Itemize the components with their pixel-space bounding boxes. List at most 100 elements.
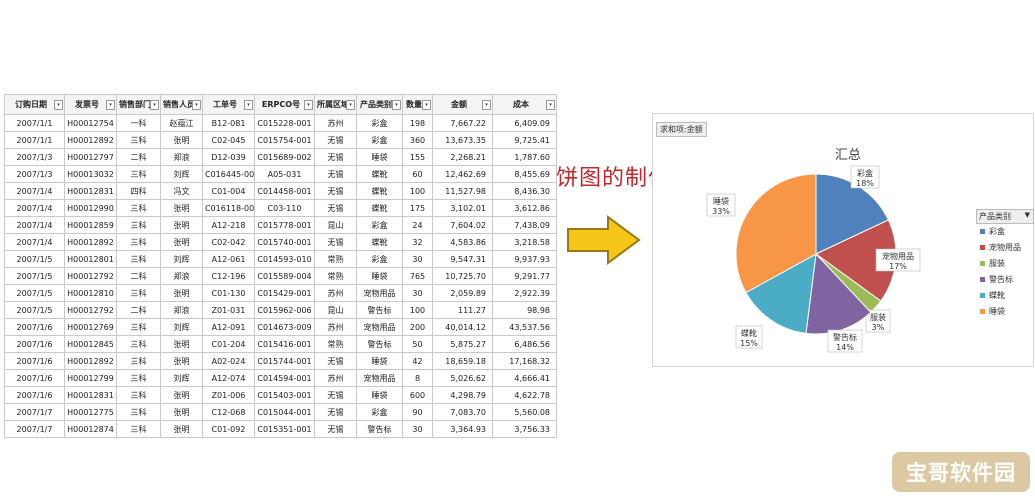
table-cell[interactable]: 三科 (116, 199, 161, 217)
table-cell[interactable]: 一科 (116, 114, 161, 132)
table-cell[interactable]: 二科 (116, 148, 161, 166)
filter-dropdown-icon[interactable]: ▾ (192, 100, 201, 110)
table-cell[interactable]: C014673-009 (254, 318, 315, 336)
table-cell[interactable]: 3,102.01 (432, 199, 493, 217)
table-cell[interactable]: 刘辉 (160, 318, 203, 336)
table-cell[interactable]: 4,583.86 (432, 233, 493, 251)
table-cell[interactable]: 2007/1/4 (4, 199, 65, 217)
table-cell[interactable]: 张明 (160, 335, 203, 353)
table-cell[interactable]: 9,725.41 (492, 131, 557, 149)
table-cell[interactable]: 彩盒 (356, 250, 403, 268)
table-cell[interactable]: 四科 (116, 182, 161, 200)
table-cell[interactable]: 1,787.60 (492, 148, 557, 166)
table-cell[interactable]: C01-204 (202, 335, 255, 353)
table-cell[interactable]: 7,604.02 (432, 216, 493, 234)
table-cell[interactable]: 2007/1/4 (4, 233, 65, 251)
table-cell[interactable]: H00012874 (64, 420, 117, 438)
table-cell[interactable]: 2007/1/5 (4, 250, 65, 268)
table-cell[interactable]: B12-081 (202, 114, 255, 132)
table-cell[interactable]: 警告标 (356, 420, 403, 438)
table-cell[interactable]: 2007/1/4 (4, 216, 65, 234)
table-row[interactable]: 2007/1/7 H00012874 三科 张明 C01-092 C015351-001 无… (4, 420, 557, 438)
table-cell[interactable]: H00012810 (64, 284, 117, 302)
table-cell[interactable]: 30 (402, 250, 433, 268)
table-row[interactable]: 2007/1/6 H00012892 三科 张明 A02-024 C015744-001 无… (4, 352, 557, 370)
table-cell[interactable]: 张明 (160, 233, 203, 251)
table-cell[interactable]: 9,937.93 (492, 250, 557, 268)
table-row[interactable]: 2007/1/5 H00012801 三科 刘辉 A12-061 C014593-010 常… (4, 250, 557, 268)
table-cell[interactable]: 苏州 (314, 284, 357, 302)
table-cell[interactable]: 18,659.18 (432, 352, 493, 370)
table-cell[interactable]: 宠物用品 (356, 284, 403, 302)
table-cell[interactable]: H00012892 (64, 352, 117, 370)
table-cell[interactable]: 张明 (160, 352, 203, 370)
table-row[interactable]: 2007/1/6 H00012769 三科 刘辉 A12-091 C014673-009 苏… (4, 318, 557, 336)
table-cell[interactable]: 40,014.12 (432, 318, 493, 336)
table-cell[interactable]: C02-045 (202, 131, 255, 149)
table-cell[interactable]: 三科 (116, 386, 161, 404)
table-cell[interactable]: 5,875.27 (432, 335, 493, 353)
table-cell[interactable]: 三科 (116, 420, 161, 438)
table-row[interactable]: 2007/1/4 H00012990 三科 张明 C016118-003 C03-110 无… (4, 199, 557, 217)
table-cell[interactable]: H00012754 (64, 114, 117, 132)
table-cell[interactable]: 100 (402, 182, 433, 200)
table-cell[interactable]: H00012797 (64, 148, 117, 166)
table-cell[interactable]: 彩盒 (356, 403, 403, 421)
table-cell[interactable]: 张明 (160, 284, 203, 302)
table-cell[interactable]: 32 (402, 233, 433, 251)
filter-dropdown-icon[interactable]: ▾ (304, 100, 313, 110)
table-cell[interactable]: 5,560.08 (492, 403, 557, 421)
table-cell[interactable]: 赵蕴江 (160, 114, 203, 132)
table-cell[interactable]: C014593-010 (254, 250, 315, 268)
table-cell[interactable]: 8,436.30 (492, 182, 557, 200)
pie-slice[interactable] (735, 173, 817, 294)
table-row[interactable]: 2007/1/4 H00012859 三科 张明 A12-218 C015778-001 昆… (4, 216, 557, 234)
table-cell[interactable]: 2007/1/5 (4, 267, 65, 285)
table-cell[interactable]: 苏州 (314, 369, 357, 387)
table-cell[interactable]: H00012792 (64, 301, 117, 319)
table-cell[interactable]: H00012990 (64, 199, 117, 217)
table-cell[interactable]: 三科 (116, 284, 161, 302)
table-cell[interactable]: 常熟 (314, 250, 357, 268)
column-header[interactable]: 所属区域 ▾ (314, 94, 357, 115)
table-cell[interactable]: 三科 (116, 233, 161, 251)
table-cell[interactable]: 50 (402, 335, 433, 353)
table-cell[interactable]: 4,622.78 (492, 386, 557, 404)
table-cell[interactable]: C016445-004 (202, 165, 255, 183)
table-cell[interactable]: 98.98 (492, 301, 557, 319)
table-cell[interactable]: C015351-001 (254, 420, 315, 438)
table-cell[interactable]: 10,725.70 (432, 267, 493, 285)
table-cell[interactable]: C015740-001 (254, 233, 315, 251)
table-cell[interactable]: A05-031 (254, 165, 315, 183)
table-cell[interactable]: 11,527.98 (432, 182, 493, 200)
table-cell[interactable]: 2007/1/3 (4, 165, 65, 183)
table-cell[interactable]: 彩盒 (356, 131, 403, 149)
table-cell[interactable]: 三科 (116, 369, 161, 387)
table-cell[interactable]: 7,667.22 (432, 114, 493, 132)
table-cell[interactable]: 42 (402, 352, 433, 370)
table-cell[interactable]: 警告标 (356, 335, 403, 353)
table-row[interactable]: 2007/1/5 H00012810 三科 张明 C01-130 C015429-001 苏… (4, 284, 557, 302)
table-cell[interactable]: 7,438.09 (492, 216, 557, 234)
filter-dropdown-icon[interactable]: ▾ (244, 100, 253, 110)
table-cell[interactable]: 2,268.21 (432, 148, 493, 166)
table-cell[interactable]: 三科 (116, 131, 161, 149)
table-cell[interactable]: 3,364.93 (432, 420, 493, 438)
table-cell[interactable]: 常熟 (314, 335, 357, 353)
table-cell[interactable]: 无锡 (314, 403, 357, 421)
column-header[interactable]: 订购日期 ▾ (4, 94, 65, 115)
table-cell[interactable]: 2007/1/5 (4, 284, 65, 302)
table-row[interactable]: 2007/1/1 H00012754 一科 赵蕴江 B12-081 C015228-001… (4, 114, 557, 132)
table-cell[interactable]: H00012892 (64, 233, 117, 251)
table-cell[interactable]: 30 (402, 284, 433, 302)
table-cell[interactable]: 三科 (116, 250, 161, 268)
table-row[interactable]: 2007/1/4 H00012892 三科 张明 C02-042 C015740-001 无… (4, 233, 557, 251)
table-cell[interactable]: 睡袋 (356, 352, 403, 370)
table-cell[interactable]: 三科 (116, 403, 161, 421)
table-cell[interactable]: 2007/1/6 (4, 386, 65, 404)
table-cell[interactable]: 睡袋 (356, 386, 403, 404)
table-cell[interactable]: 9,547.31 (432, 250, 493, 268)
table-cell[interactable]: 昆山 (314, 216, 357, 234)
filter-dropdown-icon[interactable]: ▾ (546, 100, 555, 110)
table-cell[interactable]: 蝶靴 (356, 233, 403, 251)
